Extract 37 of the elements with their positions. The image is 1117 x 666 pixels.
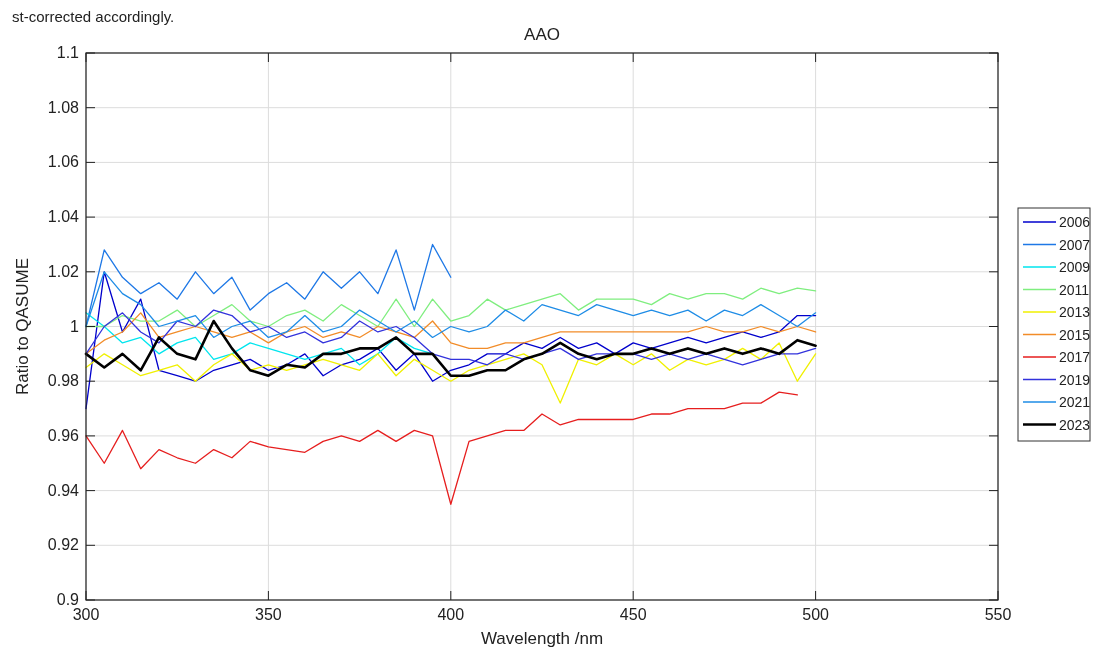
legend-label: 2019 xyxy=(1059,371,1091,388)
legend-label: 2013 xyxy=(1059,304,1091,320)
x-tick-label: 450 xyxy=(619,606,647,623)
y-tick-label: 0.96 xyxy=(47,426,80,444)
line-series xyxy=(85,391,799,505)
legend-label: 2021 xyxy=(1059,394,1091,410)
y-tick-label: 0.9 xyxy=(56,591,80,608)
y-tick-label: 1.08 xyxy=(47,98,80,116)
y-tick-label: 1 xyxy=(70,317,80,335)
line-series xyxy=(85,271,817,339)
y-tick-label: 0.92 xyxy=(47,536,80,554)
x-tick-label: 350 xyxy=(255,606,282,623)
x-tick-label: 550 xyxy=(984,606,1012,623)
legend-label: 2011 xyxy=(1059,281,1090,298)
x-tick-label: 300 xyxy=(72,606,100,623)
y-tick-label: 1.02 xyxy=(47,262,80,280)
chart-title: AAO xyxy=(524,25,560,44)
line-series xyxy=(84,319,817,378)
x-tick-label: 400 xyxy=(437,606,465,623)
y-axis-title: Ratio to QASUME xyxy=(13,258,32,395)
legend-label: 2009 xyxy=(1059,259,1091,275)
y-tick-label: 1.06 xyxy=(47,153,80,171)
text: st-corrected accordingly. xyxy=(12,8,175,25)
legend-label: 2017 xyxy=(1059,349,1091,365)
legend-label: 2006 xyxy=(1059,214,1091,230)
y-tick-label: 0.94 xyxy=(47,481,80,499)
legend-label: 2015 xyxy=(1059,326,1091,343)
legend-label: 2023 xyxy=(1059,416,1091,433)
line-series xyxy=(85,312,817,355)
legend-label: 2007 xyxy=(1059,236,1091,253)
line-series xyxy=(85,309,817,366)
y-tick-label: 1.1 xyxy=(56,44,80,61)
x-axis-title: Wavelength /nm xyxy=(480,629,604,648)
y-tick-label: 1.04 xyxy=(47,208,80,226)
x-tick-label: 500 xyxy=(802,606,830,623)
y-tick-label: 0.98 xyxy=(47,372,80,390)
line-series xyxy=(85,342,817,404)
